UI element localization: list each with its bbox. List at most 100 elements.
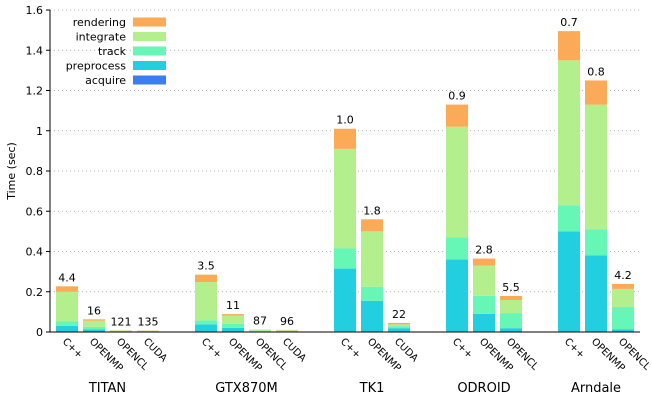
y-axis-label: Time (sec)	[5, 142, 18, 201]
bar-segment-preprocess	[83, 329, 105, 332]
bar-segment-integrate	[388, 324, 410, 327]
bar-segment-track	[83, 326, 105, 330]
y-tick-label: 0.6	[26, 205, 44, 218]
bar-segment-preprocess	[473, 313, 495, 332]
bar-segment-preprocess	[334, 268, 356, 332]
y-tick-label: 1.6	[26, 4, 44, 17]
bar-value-label: 1.0	[336, 114, 354, 127]
y-tick-label: 0.4	[26, 246, 44, 259]
bar-segment-integrate	[585, 104, 607, 230]
bar-segment-integrate	[334, 148, 356, 249]
y-tick-label: 0.2	[26, 286, 44, 299]
bar-segment-integrate	[361, 231, 383, 287]
bar-segment-track	[249, 330, 271, 332]
bar-value-label: 3.5	[197, 260, 215, 273]
bar-segment-track	[558, 205, 580, 232]
x-group-label: GTX870M	[215, 381, 278, 396]
bar-value-label: 1.8	[363, 204, 381, 217]
x-category-label: C++	[60, 336, 85, 361]
bar-segment-integrate	[558, 60, 580, 206]
y-tick-label: 1.2	[26, 85, 44, 98]
bar-segment-rendering	[334, 128, 356, 149]
x-category-label: C++	[450, 336, 475, 361]
y-tick-label: 0	[36, 326, 43, 339]
bar-segment-integrate	[56, 291, 78, 322]
legend-label: rendering	[73, 16, 126, 29]
bar-segment-integrate	[612, 288, 634, 308]
legend-label: integrate	[76, 31, 127, 44]
bar-segment-rendering	[195, 274, 217, 283]
x-group-label: TITAN	[88, 381, 126, 396]
bar-segment-rendering	[446, 104, 468, 127]
x-category-label: C++	[199, 336, 224, 361]
bar-value-label: 0.8	[587, 65, 605, 78]
bar-segment-track	[446, 237, 468, 260]
bar-segment-integrate	[195, 282, 217, 321]
bar-segment-track	[585, 229, 607, 256]
bar-segment-integrate	[446, 126, 468, 238]
bar-value-label: 5.5	[502, 281, 520, 294]
legend-label: track	[98, 45, 127, 58]
x-category-label: C++	[562, 336, 587, 361]
bar-value-label: 0.7	[560, 16, 578, 29]
bar-segment-preprocess	[558, 231, 580, 332]
bar-segment-preprocess	[500, 328, 522, 332]
bar-value-label: 87	[253, 315, 267, 328]
x-group-label: Arndale	[571, 381, 621, 396]
bar-segment-integrate	[473, 265, 495, 296]
bar-segment-track	[500, 313, 522, 329]
legend-swatch	[133, 32, 166, 41]
bar-value-label: 22	[392, 308, 406, 321]
bar-segment-track	[473, 295, 495, 314]
legend-swatch	[133, 75, 166, 85]
bar-value-label: 4.2	[614, 269, 632, 282]
bar-segment-integrate	[249, 330, 271, 331]
bar-segment-track	[388, 326, 410, 329]
x-category-label: C++	[338, 336, 363, 361]
bar-segment-preprocess	[446, 259, 468, 332]
bar-segment-rendering	[83, 319, 105, 321]
bar-segment-track	[276, 330, 298, 332]
bar-segment-preprocess	[388, 328, 410, 332]
bar-segment-rendering	[388, 322, 410, 325]
bar-segment-rendering	[500, 295, 522, 301]
legend-swatch	[133, 17, 166, 27]
bar-segment-rendering	[558, 31, 580, 61]
bar-value-label: 4.4	[58, 271, 76, 284]
bar-segment-preprocess	[585, 255, 607, 332]
bar-value-label: 16	[87, 304, 101, 317]
bar-value-label: 11	[226, 299, 240, 312]
legend-swatch	[133, 61, 166, 70]
bar-segment-preprocess	[222, 327, 244, 332]
bar-segment-track	[195, 320, 217, 325]
x-group-label: ODROID	[457, 381, 510, 396]
bar-segment-track	[222, 323, 244, 328]
bar-segment-preprocess	[56, 325, 78, 332]
bar-segment-rendering	[473, 258, 495, 266]
bar-segment-track	[334, 248, 356, 269]
bars: 4.4 16 121 135 3.5 11 87 96 1.0 1.8 22 0.9 2.8 5.5 0.7…	[56, 16, 634, 332]
bar-segment-track	[56, 321, 78, 326]
bar-segment-rendering	[585, 80, 607, 105]
bar-segment-integrate	[500, 300, 522, 314]
bar-segment-integrate	[110, 330, 132, 332]
y-tick-label: 1.4	[26, 44, 44, 57]
legend-label: acquire	[85, 74, 126, 87]
bar-segment-integrate	[222, 315, 244, 324]
bar-segment-rendering	[56, 286, 78, 292]
bar-value-label: 96	[280, 315, 294, 328]
bar-segment-preprocess	[195, 324, 217, 332]
bar-value-label: 135	[138, 315, 159, 328]
bar-segment-rendering	[222, 314, 244, 316]
bar-segment-rendering	[612, 283, 634, 289]
bar-value-label: 121	[111, 315, 132, 328]
y-tick-label: 0.8	[26, 165, 44, 178]
bar-segment-preprocess	[612, 329, 634, 332]
legend-label: preprocess	[66, 60, 127, 73]
bar-segment-track	[361, 286, 383, 301]
x-group-label: TK1	[359, 381, 385, 396]
bar-value-label: 0.9	[448, 90, 466, 103]
bar-value-label: 2.8	[475, 244, 493, 257]
